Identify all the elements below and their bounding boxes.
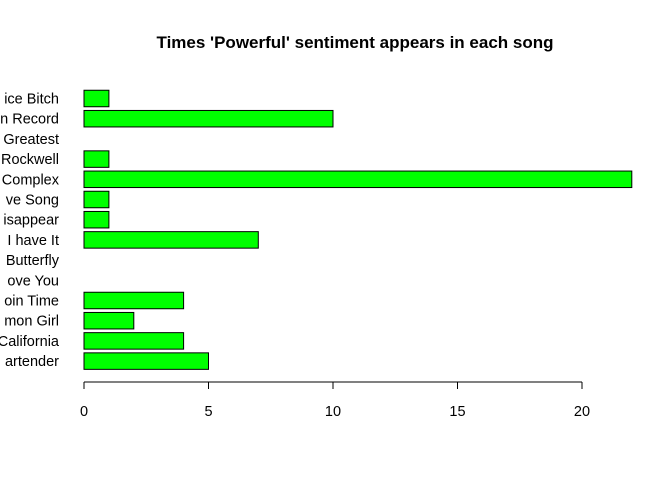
bars-group xyxy=(83,89,633,370)
x-tick-label: 20 xyxy=(574,404,590,420)
bar xyxy=(83,291,185,310)
category-label: Rockwell xyxy=(1,152,59,168)
chart-title: Times 'Powerful' sentiment appears in ea… xyxy=(157,33,554,52)
x-tick-label: 0 xyxy=(80,404,88,420)
bar xyxy=(83,190,110,209)
x-tick-label: 10 xyxy=(325,404,341,420)
category-label: oin Time xyxy=(4,294,59,310)
x-ticks-group: 0 5 10 15 20 xyxy=(80,382,590,420)
category-label: n Record xyxy=(0,112,59,128)
bar xyxy=(83,210,110,229)
bar xyxy=(83,311,135,330)
category-labels-group: ice Bitch n Record Greatest Rockwell Complex… xyxy=(0,92,60,371)
bar xyxy=(83,89,110,108)
x-tick-label: 5 xyxy=(204,404,212,420)
category-label: California xyxy=(0,334,60,350)
x-tick-label: 15 xyxy=(449,404,465,420)
category-label: Complex xyxy=(2,172,60,188)
category-label: ve Song xyxy=(6,193,59,209)
category-label: Butterfly xyxy=(6,253,60,269)
category-label: ice Bitch xyxy=(4,92,59,108)
category-label: artender xyxy=(5,354,59,370)
bar xyxy=(83,150,110,168)
bar xyxy=(83,170,633,189)
category-label: isappear xyxy=(3,213,59,229)
category-label: ove You xyxy=(7,273,59,289)
bar xyxy=(83,231,259,249)
category-label: Greatest xyxy=(3,132,59,148)
x-axis: 0 5 10 15 20 xyxy=(80,381,590,420)
bar xyxy=(83,332,185,350)
bar xyxy=(83,109,334,128)
bar xyxy=(83,352,209,370)
category-label: mon Girl xyxy=(4,314,59,330)
category-label: I have It xyxy=(7,233,59,249)
